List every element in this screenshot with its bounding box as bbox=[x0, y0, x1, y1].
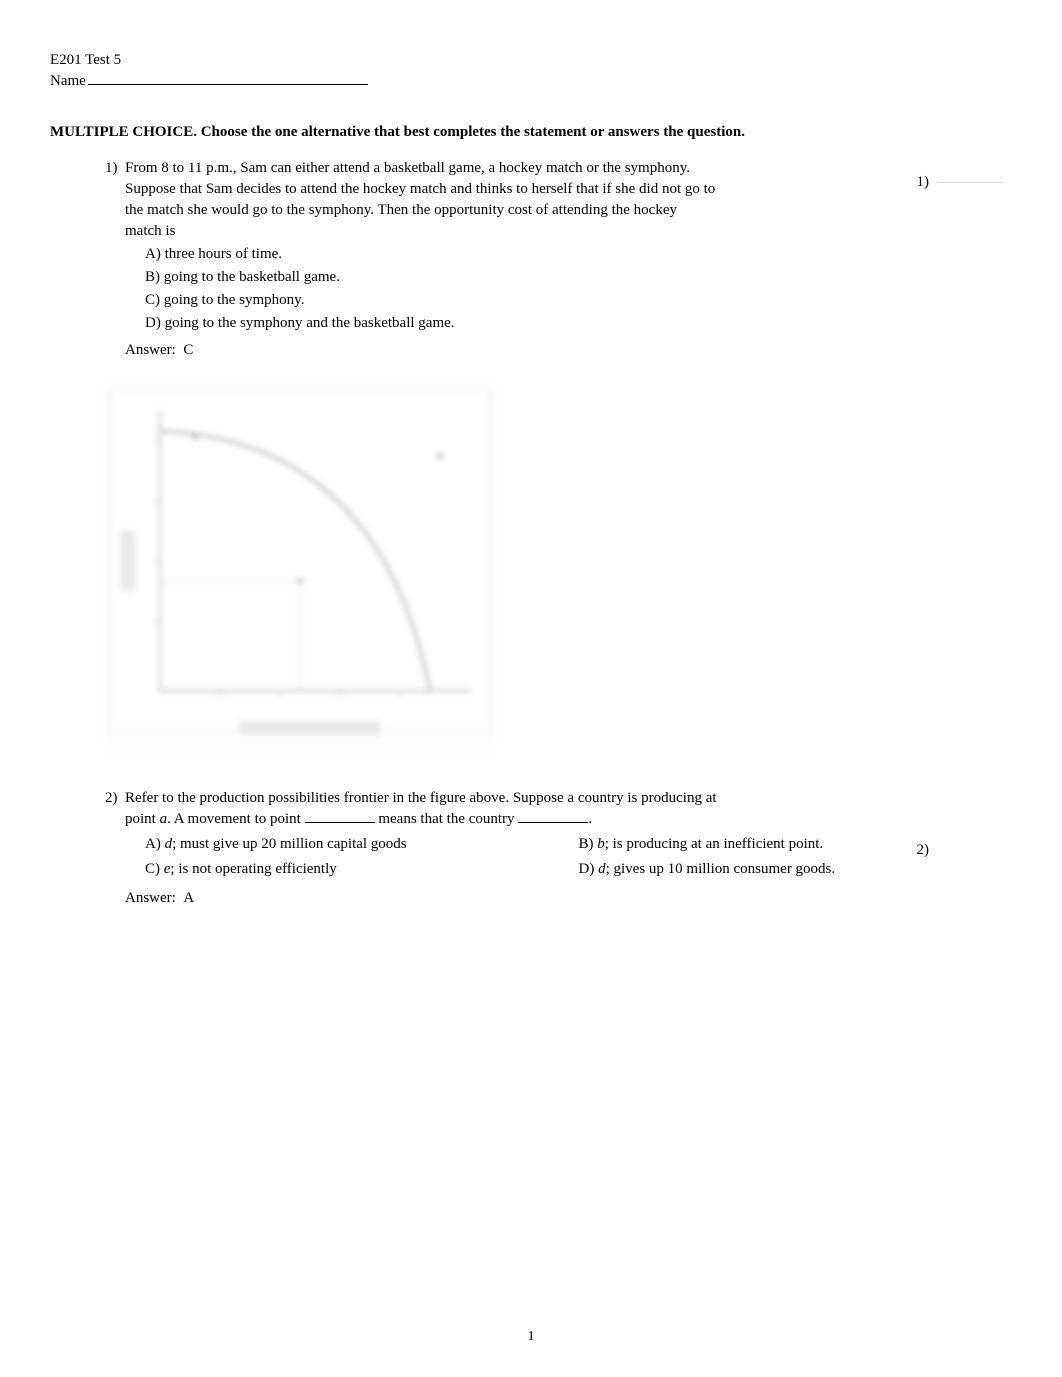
q1-text-line-4: match is bbox=[105, 221, 1012, 242]
q2-answer-text: A bbox=[183, 890, 194, 906]
test-label: E201 Test 5 bbox=[50, 50, 1012, 71]
q1-choice-c[interactable]: C) going to the symphony. bbox=[145, 290, 1012, 311]
section-heading: MULTIPLE CHOICE. Choose the one alternat… bbox=[50, 122, 1012, 143]
q1-text-line-1: From 8 to 11 p.m., Sam can either attend… bbox=[125, 158, 1012, 179]
q2-choice-a[interactable]: A) d; must give up 20 million capital go… bbox=[145, 834, 579, 855]
q1-number: 1) bbox=[105, 158, 125, 179]
ppf-chart-svg bbox=[100, 381, 500, 751]
q2-choice-c[interactable]: C) e; is not operating efficiently bbox=[145, 859, 579, 880]
q1-answer-text: C bbox=[183, 342, 193, 358]
question-2: 2) 2) Refer to the production possibilit… bbox=[50, 788, 1012, 909]
q2-text-line-1: Refer to the production possibilities fr… bbox=[125, 788, 1012, 809]
q1-text-line-3: the match she would go to the symphony. … bbox=[105, 200, 1012, 221]
q1-choice-b[interactable]: B) going to the basketball game. bbox=[145, 267, 1012, 288]
q1-answer-label: Answer: bbox=[125, 342, 176, 358]
name-input-line[interactable] bbox=[88, 84, 368, 85]
q2-text-line-2: point a. A movement to point means that … bbox=[105, 809, 1012, 830]
q1-right-number: 1) bbox=[917, 172, 930, 193]
q2-choice-d[interactable]: D) d; gives up 10 million consumer goods… bbox=[579, 859, 1013, 880]
q1-choice-d[interactable]: D) going to the symphony and the basketb… bbox=[145, 313, 1012, 334]
q1-answer-blank[interactable] bbox=[937, 182, 1002, 183]
name-label: Name bbox=[50, 71, 86, 92]
q2-right-number: 2) bbox=[917, 840, 930, 861]
ppf-figure bbox=[100, 381, 1012, 758]
q2-answer-label: Answer: bbox=[125, 890, 176, 906]
q1-text-line-2: Suppose that Sam decides to attend the h… bbox=[105, 179, 1012, 200]
q1-choice-a[interactable]: A) three hours of time. bbox=[145, 244, 1012, 265]
q2-number: 2) bbox=[105, 788, 125, 809]
question-1: 1) 1) From 8 to 11 p.m., Sam can either … bbox=[50, 158, 1012, 361]
page-number: 1 bbox=[0, 1327, 1062, 1347]
